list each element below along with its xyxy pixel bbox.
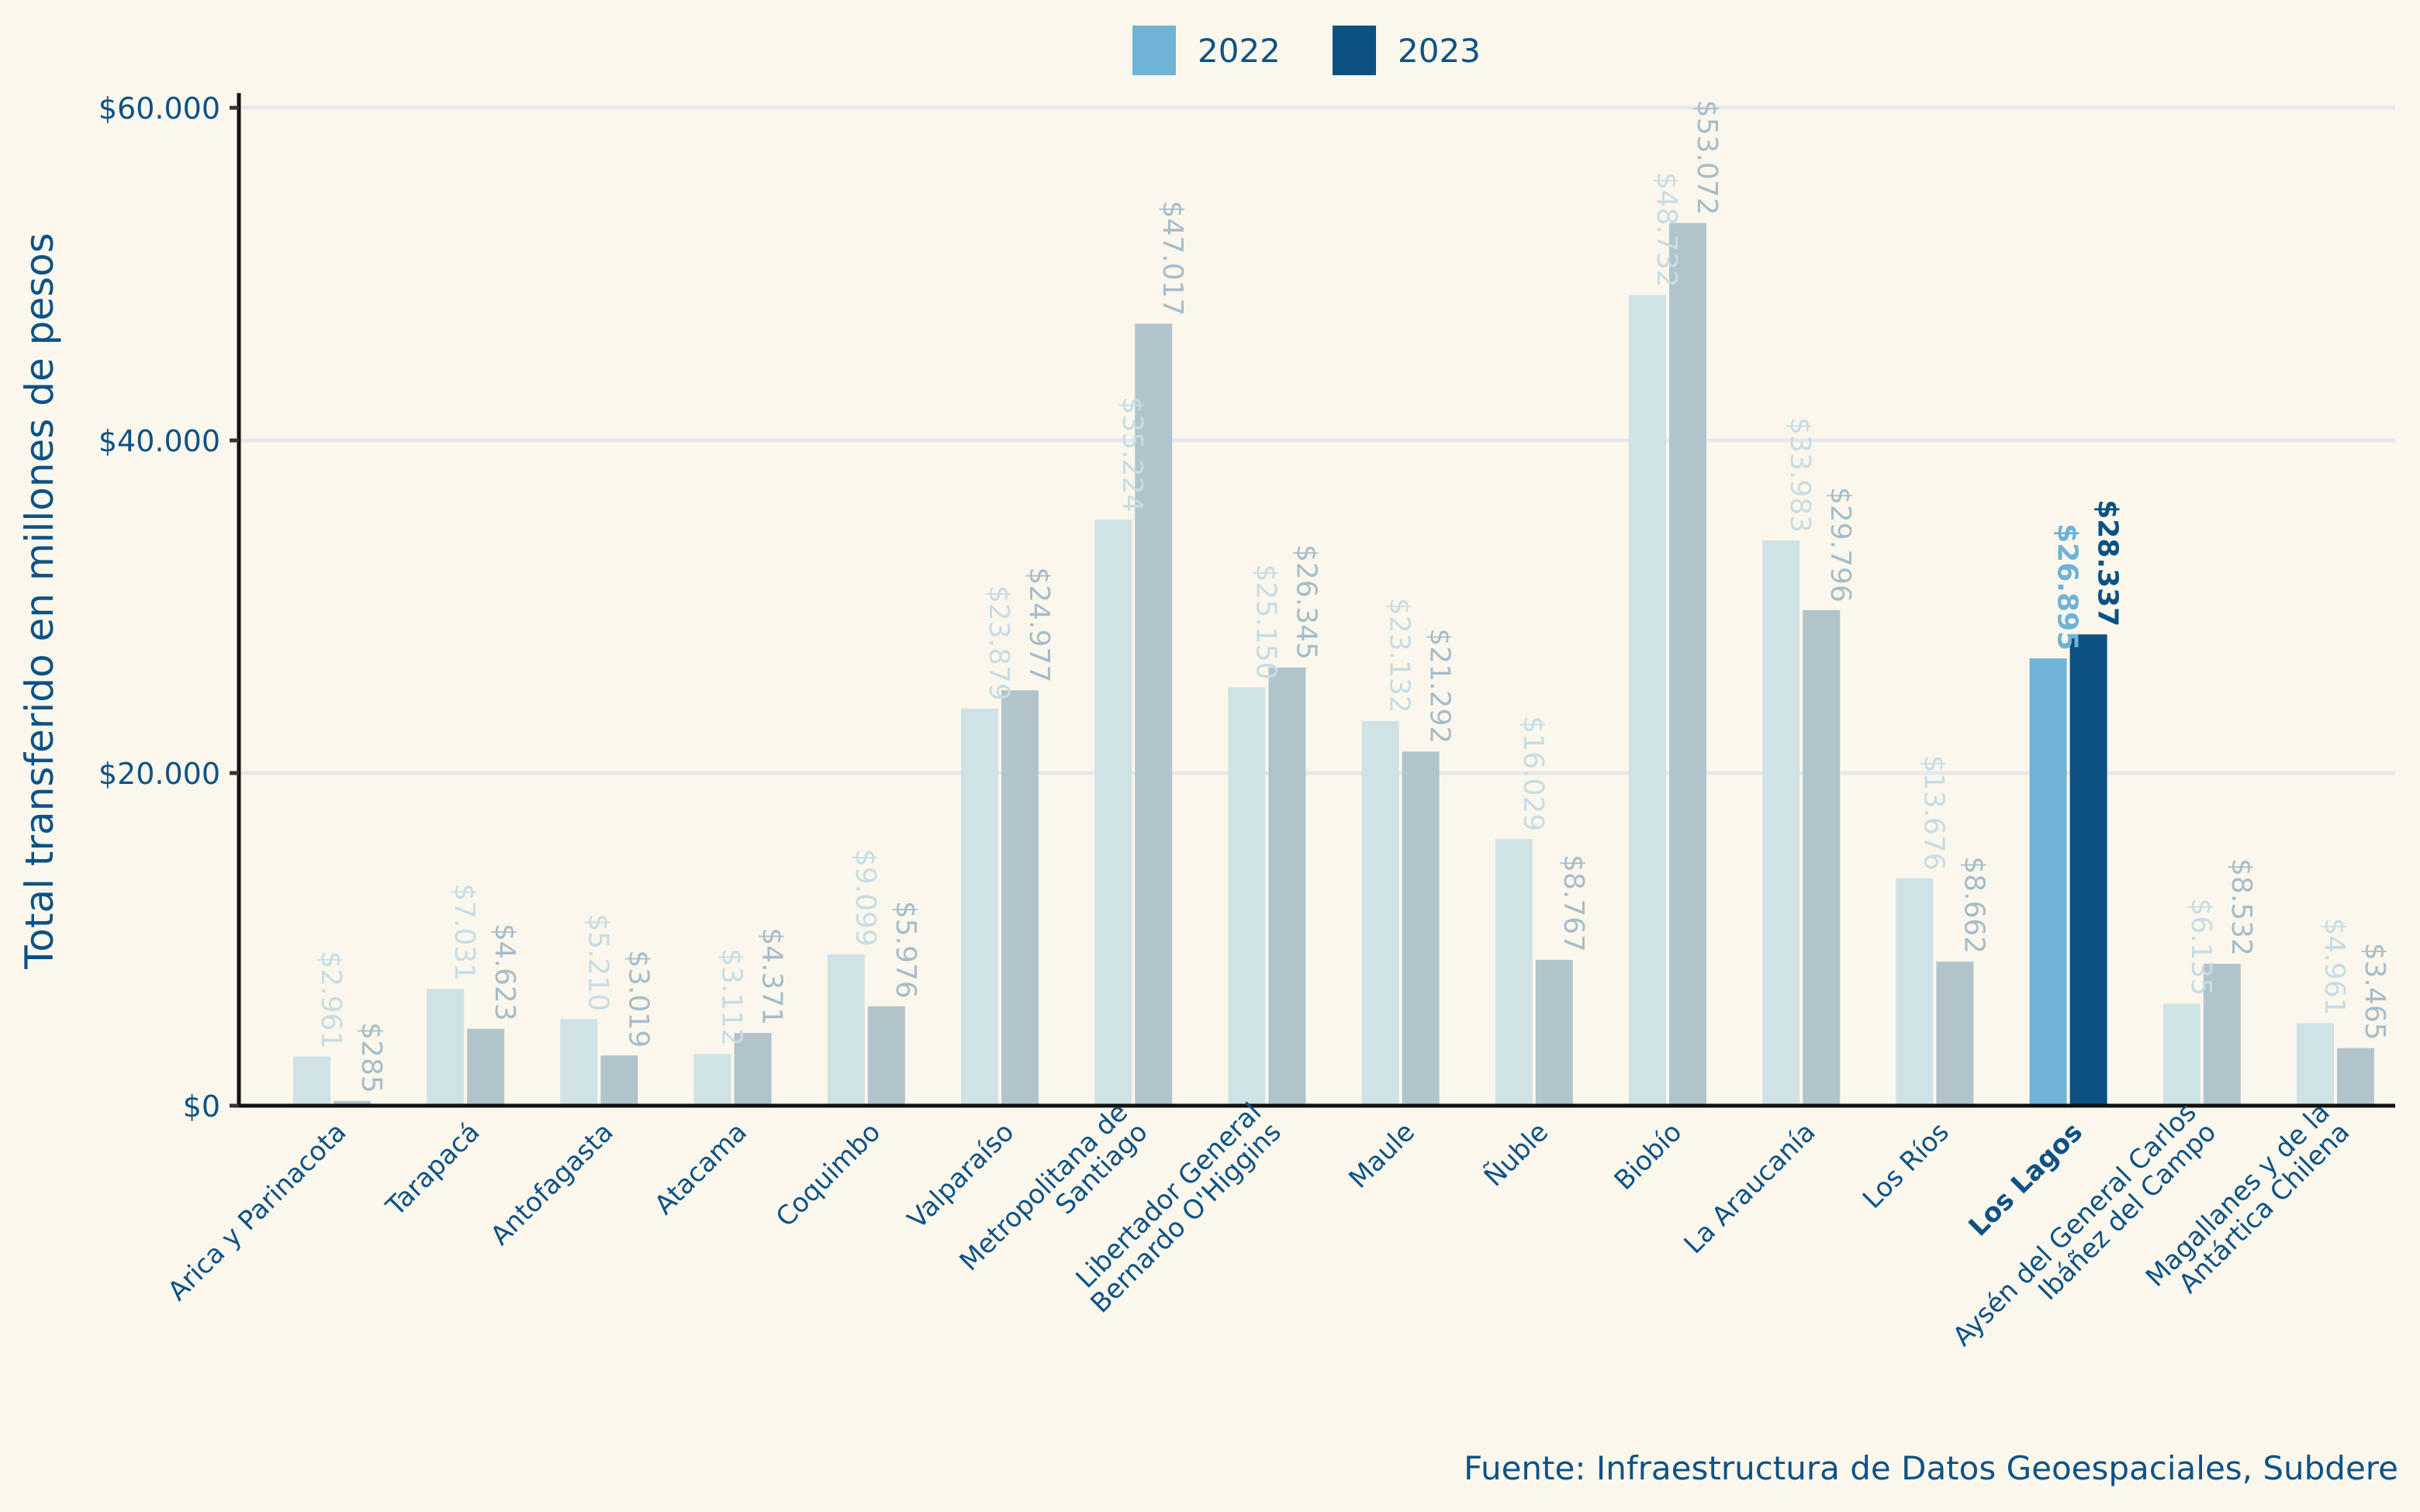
bar-2023-tarapaca — [467, 1028, 505, 1106]
bar-2023-los-rios — [1936, 961, 1974, 1106]
bar-value-label-2022-antofagasta: $5.210 — [582, 913, 614, 1011]
legend-swatch-2022 — [1132, 26, 1176, 75]
bar-value-label-2023-los-lagos: $28.337 — [2092, 499, 2124, 627]
bar-2023-biobio — [1669, 223, 1706, 1106]
bar-value-label-2023-aysen-del-general-carlos-ibanez-del-campo: $8.532 — [2225, 858, 2257, 956]
y-axis-title: Total transferido en millones de pesos — [17, 233, 62, 970]
bar-value-label-2022-magallanes-y-de-la-antartica-chilena: $4.961 — [2318, 918, 2350, 1016]
bar-2022-coquimbo — [827, 954, 865, 1106]
bar-value-label-2022-maule: $23.132 — [1384, 598, 1416, 713]
bar-2022-biobio — [1629, 295, 1666, 1106]
bar-value-label-2022-biobio: $48.732 — [1651, 172, 1682, 288]
bar-value-label-2023-valparaiso: $24.977 — [1023, 567, 1055, 682]
bar-value-label-2022-atacama: $3.112 — [716, 948, 748, 1046]
bar-2022-atacama — [693, 1054, 731, 1106]
bar-2023-metropolitana-de-santiago — [1135, 323, 1173, 1106]
bar-2023-nuble — [1535, 959, 1573, 1106]
bar-2023-coquimbo — [867, 1006, 905, 1106]
bar-value-label-2022-coquimbo: $9.099 — [849, 849, 881, 947]
bar-value-label-2023-arica-y-parinacota: $285 — [355, 1022, 387, 1093]
bar-value-label-2023-biobio: $53.072 — [1691, 100, 1723, 216]
bar-value-label-2023-los-rios: $8.662 — [1958, 856, 1990, 954]
bar-2023-aysen-del-general-carlos-ibanez-del-campo — [2203, 963, 2241, 1106]
bar-2022-arica-y-parinacota — [293, 1056, 330, 1106]
bar-value-label-2023-atacama: $4.371 — [756, 927, 788, 1025]
legend: 2022 2023 — [1132, 26, 1481, 75]
bar-value-label-2023-libertador-general-bernardo-o-higgins: $26.345 — [1290, 544, 1322, 660]
bar-value-label-2023-antofagasta: $3.019 — [622, 950, 654, 1048]
bar-2022-libertador-general-bernardo-o-higgins — [1228, 687, 1266, 1106]
bar-value-label-2023-magallanes-y-de-la-antartica-chilena: $3.465 — [2359, 943, 2391, 1041]
bar-2022-valparaiso — [961, 708, 998, 1106]
bar-value-labels: $2.961$285 $7.031 $4.623 $5.210 $3.019 $3.112… — [315, 100, 2391, 1093]
bar-value-label-2023-la-araucania: $29.796 — [1824, 487, 1856, 602]
legend-label-2022: 2022 — [1198, 32, 1281, 70]
bar-value-label-2022-arica-y-parinacota: $2.961 — [315, 951, 347, 1049]
bar-value-label-2023-nuble: $8.767 — [1557, 854, 1589, 952]
bar-2023-antofagasta — [600, 1055, 638, 1106]
bar-2023-libertador-general-bernardo-o-higgins — [1268, 667, 1306, 1106]
bar-2023-magallanes-y-de-la-antartica-chilena — [2337, 1048, 2374, 1106]
bar-value-label-2023-tarapaca: $4.623 — [489, 923, 520, 1021]
bar-2022-antofagasta — [560, 1019, 598, 1106]
bar-value-label-2022-aysen-del-general-carlos-ibanez-del-campo: $6.135 — [2185, 898, 2217, 996]
bar-value-label-2022-valparaiso: $23.879 — [983, 585, 1015, 701]
bar-2022-tarapaca — [427, 989, 465, 1106]
y-tick-label: $60.000 — [99, 91, 220, 126]
y-tick-label: $0 — [183, 1089, 220, 1124]
bar-2022-los-rios — [1896, 878, 1934, 1106]
bar-2023-la-araucania — [1803, 609, 1841, 1106]
bar-value-label-2023-maule: $21.292 — [1424, 628, 1456, 744]
bar-2023-atacama — [734, 1033, 772, 1106]
bar-value-label-2022-tarapaca: $7.031 — [448, 883, 480, 981]
bar-2023-arica-y-parinacota — [334, 1100, 371, 1106]
source-caption: Fuente: Infraestructura de Datos Geoespa… — [1464, 1449, 2398, 1487]
y-axis-ticks: $0 $20.000 $40.000 $60.000 — [99, 91, 239, 1124]
bar-2023-valparaiso — [1001, 690, 1039, 1106]
y-tick-label: $20.000 — [99, 757, 220, 791]
legend-label-2023: 2023 — [1398, 32, 1481, 70]
bar-value-label-2022-la-araucania: $33.983 — [1784, 417, 1816, 533]
bar-value-label-2023-metropolitana-de-santiago: $47.017 — [1156, 201, 1188, 316]
bar-2022-nuble — [1495, 839, 1533, 1106]
bar-value-label-2022-nuble: $16.029 — [1517, 716, 1549, 831]
bar-2022-metropolitana-de-santiago — [1094, 520, 1132, 1106]
bars — [293, 223, 2374, 1106]
bar-2023-maule — [1402, 751, 1440, 1106]
y-tick-label: $40.000 — [99, 424, 220, 458]
bar-2022-los-lagos — [2029, 658, 2067, 1106]
bar-value-label-2022-los-lagos: $26.895 — [2052, 523, 2083, 651]
bar-value-label-2022-metropolitana-de-santiago: $35.224 — [1116, 397, 1148, 513]
bar-value-label-2022-libertador-general-bernardo-o-higgins: $25.150 — [1250, 564, 1281, 680]
bar-value-label-2023-coquimbo: $5.976 — [890, 901, 921, 999]
bar-2022-la-araucania — [1762, 540, 1800, 1106]
bar-2022-magallanes-y-de-la-antartica-chilena — [2297, 1023, 2334, 1106]
bar-2022-aysen-del-general-carlos-ibanez-del-campo — [2162, 1003, 2200, 1106]
legend-swatch-2023 — [1333, 26, 1376, 75]
bar-value-label-2022-los-rios: $13.676 — [1917, 755, 1949, 871]
bar-2022-maule — [1361, 720, 1399, 1106]
bar-2023-los-lagos — [2069, 634, 2107, 1106]
